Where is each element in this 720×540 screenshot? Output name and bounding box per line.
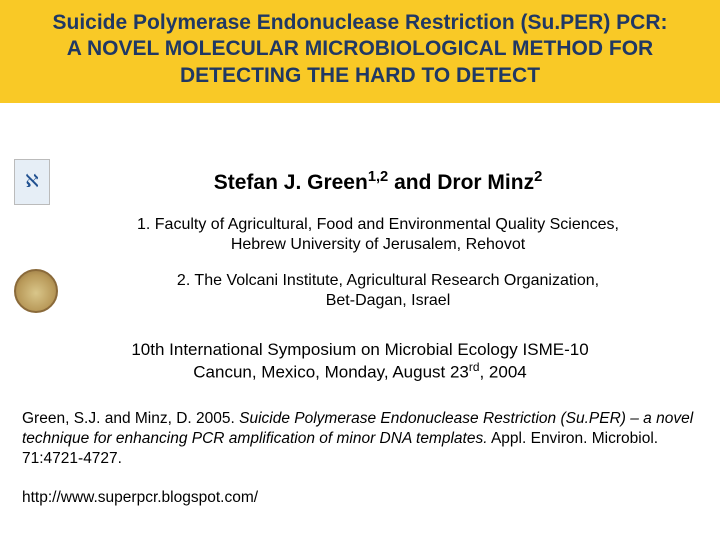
- slide-title: Suicide Polymerase Endonuclease Restrict…: [14, 10, 706, 89]
- authors-row: ℵ Stefan J. Green1,2 and Dror Minz2: [0, 159, 720, 205]
- title-banner: Suicide Polymerase Endonuclease Restrict…: [0, 0, 720, 103]
- affiliation-1: 1. Faculty of Agricultural, Food and Env…: [50, 215, 706, 255]
- conference-info: 10th International Symposium on Microbia…: [0, 339, 720, 383]
- citation: Green, S.J. and Minz, D. 2005. Suicide P…: [0, 409, 720, 469]
- url-link[interactable]: http://www.superpcr.blogspot.com/: [0, 489, 720, 507]
- university-logo-icon: ℵ: [14, 159, 50, 205]
- affiliation-1-row: 1. Faculty of Agricultural, Food and Env…: [0, 215, 720, 255]
- affiliation-2: 2. The Volcani Institute, Agricultural R…: [70, 271, 706, 311]
- volcani-seal-icon: [14, 269, 58, 313]
- citation-prefix: Green, S.J. and Minz, D. 2005.: [22, 410, 239, 427]
- affiliation-2-row: 2. The Volcani Institute, Agricultural R…: [0, 269, 720, 313]
- authors: Stefan J. Green1,2 and Dror Minz2: [50, 169, 706, 195]
